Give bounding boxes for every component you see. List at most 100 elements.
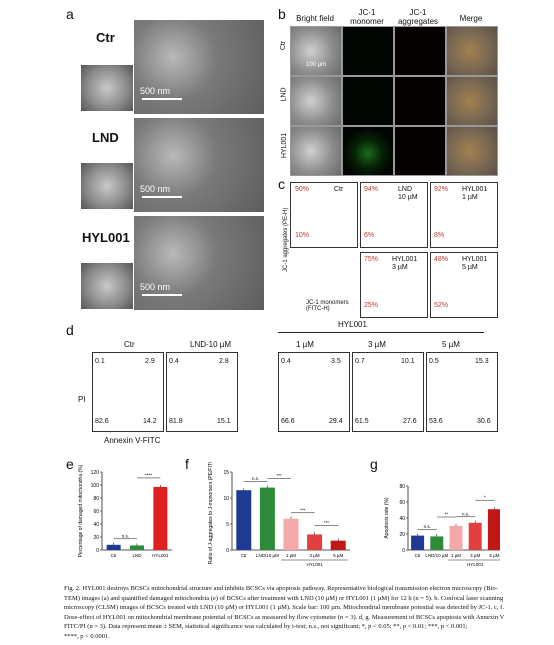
panel-label-a: a bbox=[66, 6, 74, 22]
col-header-jc1-aggregates: JC-1 aggregates bbox=[397, 8, 439, 26]
x-tick-label: 5 µM bbox=[333, 553, 343, 558]
flow-plot-hyl001-3um bbox=[360, 252, 428, 318]
plot-label: HYL001 1 µM bbox=[462, 186, 488, 201]
y-axis-label: Ratio of J-aggregates to J-monomers (PE/… bbox=[208, 462, 214, 564]
flow-plot-hyl001-1um bbox=[430, 182, 498, 248]
axis-label-y: PI bbox=[78, 395, 86, 404]
apoptosis-plot-5um bbox=[426, 352, 498, 432]
chart-e: 0 20 40 60 80 100 120 Ctr LND HYL001 Percentage of… bbox=[78, 464, 172, 558]
scale-label: 500 nm bbox=[140, 282, 171, 292]
plot-title-1um: 1 µM bbox=[296, 340, 314, 349]
tem-row-label-hyl001: HYL001 bbox=[82, 230, 130, 245]
q3-value: 61.5 bbox=[355, 418, 369, 425]
image-monomer-lnd bbox=[342, 76, 394, 126]
q1-value: 2.8 bbox=[219, 358, 229, 365]
significance-label: *** bbox=[300, 507, 306, 512]
upper-percent: 75% bbox=[364, 256, 379, 263]
col-header-jc1-monomer: JC-1 monomer bbox=[350, 8, 384, 26]
q3-value: 66.6 bbox=[281, 418, 295, 425]
lower-percent: 10% bbox=[295, 232, 310, 239]
caption-line: TEM) images (a) and quantified damaged m… bbox=[64, 594, 504, 602]
bar bbox=[106, 544, 121, 550]
bar bbox=[487, 509, 500, 550]
q3-value: 82.6 bbox=[95, 418, 109, 425]
image-monomer-ctr bbox=[342, 26, 394, 76]
x-tick-label: LND/10 µM bbox=[256, 553, 279, 558]
x-tick-label: 1 µM bbox=[286, 553, 296, 558]
lower-percent: 8% bbox=[434, 232, 445, 239]
caption-line: Fig. 2. HYL001 destroys BCSCs mitochondr… bbox=[64, 585, 498, 592]
figure-caption: Fig. 2. HYL001 destroys BCSCs mitochondr… bbox=[64, 584, 520, 641]
y-tick-label: 100 bbox=[91, 483, 100, 489]
plot-title-ctr: Ctr bbox=[124, 340, 135, 349]
row-label-hyl001: HYL001 bbox=[281, 132, 289, 159]
bar bbox=[430, 536, 444, 550]
bar bbox=[236, 490, 252, 550]
bar bbox=[468, 522, 482, 550]
q1-value: 10.1 bbox=[401, 358, 415, 365]
plot-label: Ctr bbox=[334, 186, 344, 193]
panel-label-d: d bbox=[66, 322, 74, 338]
q2-value: 0.1 bbox=[95, 358, 105, 365]
bar bbox=[411, 535, 425, 550]
upper-percent: 94% bbox=[364, 186, 379, 193]
image-bf-lnd bbox=[290, 76, 342, 126]
plot-label: LND 10 µM bbox=[398, 186, 418, 201]
y-tick-label: 20 bbox=[399, 532, 405, 538]
axis-label-x: JC-1 monomers (FITC-H) bbox=[306, 300, 349, 312]
panel-label-e: e bbox=[66, 456, 74, 472]
y-tick-label: 0 bbox=[96, 548, 99, 554]
q1-value: 2.9 bbox=[145, 358, 155, 365]
scale-label: 100 µm bbox=[306, 62, 327, 68]
significance-label: n.s. bbox=[122, 533, 129, 538]
bar bbox=[449, 526, 463, 550]
panel-label-g: g bbox=[370, 456, 378, 472]
significance-label: ** bbox=[445, 512, 449, 517]
tem-row-label-ctr: Ctr bbox=[96, 30, 115, 45]
axis-label-x: Annexin V-FITC bbox=[104, 436, 161, 445]
q2-value: 0.4 bbox=[281, 358, 291, 365]
caption-line: microscopy (CLSM) images of BCSCs treate… bbox=[64, 604, 504, 611]
caption-line: Dose-effect of HYL001 on mitochondrial m… bbox=[64, 613, 505, 621]
q4-value: 27.6 bbox=[403, 418, 417, 425]
group-line bbox=[278, 332, 484, 333]
flow-plot-ctr bbox=[290, 182, 358, 248]
scale-bar bbox=[142, 98, 182, 100]
x-tick-label: 1 µM bbox=[451, 553, 461, 558]
lower-percent: 6% bbox=[364, 232, 375, 239]
x-tick-label: Ctr bbox=[415, 553, 422, 558]
bar bbox=[259, 487, 275, 550]
group-label: HYL001 bbox=[467, 562, 484, 567]
y-tick-label: 40 bbox=[93, 522, 99, 528]
x-tick-label: 3 µM bbox=[470, 553, 480, 558]
image-merge-lnd bbox=[446, 76, 498, 126]
image-merge-ctr bbox=[446, 26, 498, 76]
tem-inset-ctr bbox=[80, 64, 134, 112]
chart-f: 0 5 10 15 Ctr LND/10 µM 1 µM 3 µM 5 µM HYL001 Rati… bbox=[208, 462, 350, 567]
y-tick-label: 15 bbox=[223, 470, 229, 476]
axis-label-y: JC-1 aggregates (PE-H) bbox=[283, 207, 289, 272]
apoptosis-plot-1um bbox=[278, 352, 350, 432]
significance-label: *** bbox=[324, 520, 330, 525]
bar bbox=[307, 534, 323, 550]
upper-percent: 90% bbox=[295, 186, 310, 193]
y-tick-label: 120 bbox=[91, 470, 100, 476]
plot-title-3um: 3 µM bbox=[368, 340, 386, 349]
q1-value: 3.5 bbox=[331, 358, 341, 365]
group-label: HYL001 bbox=[306, 562, 323, 567]
q4-value: 14.2 bbox=[143, 418, 157, 425]
row-label-lnd: LND bbox=[280, 87, 288, 102]
significance-label: n.s. bbox=[252, 476, 259, 481]
upper-percent: 48% bbox=[434, 256, 449, 263]
q4-value: 29.4 bbox=[329, 418, 343, 425]
col-header-bright-field: Bright field bbox=[296, 14, 334, 23]
y-axis-label: Apoptosis rate (%) bbox=[384, 497, 390, 538]
y-tick-label: 0 bbox=[402, 548, 405, 554]
chart-g: 0 20 40 60 80 Ctr LND/10 µM 1 µM 3 µM 5 µM HYL001 A… bbox=[384, 484, 500, 567]
x-tick-label: LND/10 µM bbox=[425, 553, 448, 558]
image-bf-hyl001 bbox=[290, 126, 342, 176]
bar bbox=[283, 518, 299, 550]
plot-title-5um: 5 µM bbox=[442, 340, 460, 349]
significance-label: *** bbox=[277, 473, 283, 478]
